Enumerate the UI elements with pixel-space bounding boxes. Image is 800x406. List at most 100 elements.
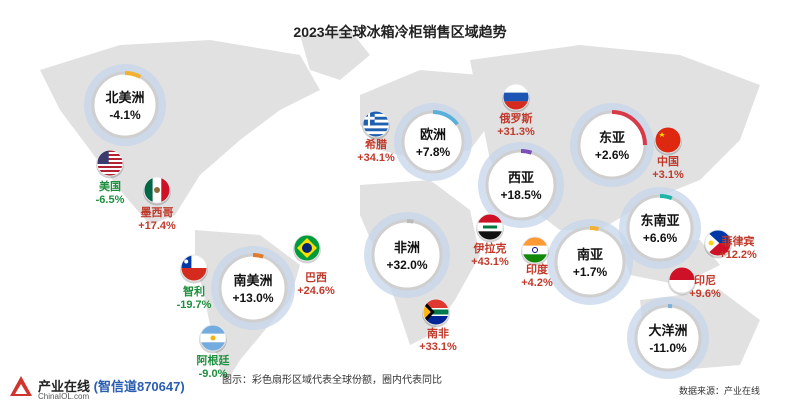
region-name: 欧洲 xyxy=(420,127,446,142)
country-label: 菲律宾 +12.2% xyxy=(719,236,757,262)
country-yoy: +9.6% xyxy=(689,288,721,300)
country-name: 美国 xyxy=(99,181,121,193)
logo-name: 产业在线 xyxy=(38,379,91,394)
country-label: 希腊 +34.1% xyxy=(357,139,395,165)
country-yoy: -6.5% xyxy=(95,194,125,206)
country-label: 阿根廷 -9.0% xyxy=(197,355,230,381)
country-flags xyxy=(96,83,732,354)
country-name: 巴西 xyxy=(305,272,327,284)
region-yoy: +2.6% xyxy=(595,148,630,162)
russia-flag xyxy=(502,83,530,113)
share-arc xyxy=(432,110,459,126)
south-africa-flag xyxy=(422,298,450,328)
region-name: 西亚 xyxy=(508,170,534,185)
country-label: 巴西 +24.6% xyxy=(297,272,335,298)
region-yoy: +18.5% xyxy=(500,188,541,202)
share-arc xyxy=(589,226,599,232)
country-label: 俄罗斯 +31.3% xyxy=(497,113,535,139)
argentina-flag xyxy=(199,324,227,354)
share-arc xyxy=(659,194,673,201)
country-name: 墨西哥 xyxy=(140,207,174,219)
indonesia-flag xyxy=(668,266,696,296)
bubble-ring xyxy=(371,219,443,291)
logo-text: 产业在线 (智信道870647) xyxy=(38,376,185,395)
country-name: 中国 xyxy=(657,156,679,168)
region-yoy: +13.0% xyxy=(232,291,273,305)
country-name: 印尼 xyxy=(694,275,716,287)
country-label: 墨西哥 +17.4% xyxy=(138,207,176,233)
region-bubble: 北美洲 -4.1% xyxy=(84,64,166,146)
bubble-ring xyxy=(634,304,702,372)
country-yoy: +31.3% xyxy=(497,126,535,138)
logo-handle: (智信道870647) xyxy=(93,379,185,394)
region-bubble: 东南亚 +6.6% xyxy=(619,187,701,269)
country-yoy: +24.6% xyxy=(297,285,335,297)
region-bubbles: 北美洲 -4.1% 欧洲 +7.8% 西亚 +18.5% 东亚 +2.6% 非洲 +32.0% 南亚… xyxy=(84,64,709,379)
region-bubble: 西亚 +18.5% xyxy=(478,142,564,228)
region-bubble: 欧洲 +7.8% xyxy=(394,103,472,181)
region-name: 南亚 xyxy=(577,247,603,262)
region-bubble: 东亚 +2.6% xyxy=(570,103,654,187)
region-bubble: 南美洲 +13.0% xyxy=(211,246,295,330)
country-yoy: -9.0% xyxy=(198,368,228,380)
country-yoy: +4.2% xyxy=(521,277,553,289)
country-label: 伊拉克 +43.1% xyxy=(471,243,509,269)
country-yoy: -19.7% xyxy=(176,299,212,311)
country-yoy: +3.1% xyxy=(652,169,684,181)
brazil-flag xyxy=(293,234,321,264)
region-yoy: -4.1% xyxy=(109,108,141,122)
region-name: 东南亚 xyxy=(640,213,679,228)
bubble-ring xyxy=(554,226,626,298)
mexico-flag xyxy=(143,176,171,206)
greece-flag xyxy=(362,110,390,140)
region-bubble: 非洲 +32.0% xyxy=(364,212,450,298)
country-name: 智利 xyxy=(182,286,205,298)
bubble-ring xyxy=(485,149,557,221)
region-name: 南美洲 xyxy=(233,273,272,288)
chart-title: 2023年全球冰箱冷柜销售区域趋势 xyxy=(293,24,507,40)
philippines-flag xyxy=(704,229,732,259)
region-yoy: +1.7% xyxy=(573,265,608,279)
bubble-ring xyxy=(218,253,288,323)
brand-logo: 产业在线 (智信道870647) ChinaIOL.com xyxy=(8,374,188,402)
region-name: 东亚 xyxy=(599,130,625,145)
region-yoy: +32.0% xyxy=(386,258,427,272)
country-yoy: +34.1% xyxy=(357,152,395,164)
country-name: 阿根廷 xyxy=(196,355,230,367)
country-label: 中国 +3.1% xyxy=(652,156,684,182)
country-label: 南非 +33.1% xyxy=(419,328,457,354)
region-bubble: 大洋洲 -11.0% xyxy=(627,297,709,379)
legend-note: 图示：彩色扇形区域代表全球份额，圈内代表同比 xyxy=(222,375,442,386)
country-yoy: +33.1% xyxy=(419,341,457,353)
usa-flag xyxy=(96,149,124,179)
country-name: 希腊 xyxy=(365,139,387,151)
region-yoy: +7.8% xyxy=(416,145,451,159)
share-arc xyxy=(611,110,647,146)
country-yoy: +17.4% xyxy=(138,220,176,232)
country-yoy: +12.2% xyxy=(719,249,757,261)
share-arc xyxy=(520,149,533,155)
source-note: 数据来源：产业在线 xyxy=(678,386,760,396)
share-arc xyxy=(406,219,414,224)
chile-flag xyxy=(180,254,208,284)
country-name: 伊拉克 xyxy=(473,243,507,255)
logo-site: ChinaIOL.com xyxy=(38,392,90,401)
bubble-ring xyxy=(626,194,694,262)
country-label: 印度 +4.2% xyxy=(521,264,553,290)
country-label: 智利 -19.7% xyxy=(177,286,212,312)
region-bubble: 南亚 +1.7% xyxy=(547,219,633,305)
region-name: 非洲 xyxy=(394,240,420,255)
india-flag xyxy=(521,236,549,266)
region-name: 北美洲 xyxy=(105,90,144,105)
iraq-flag xyxy=(476,213,504,243)
country-name: 印度 xyxy=(526,264,548,276)
country-name: 俄罗斯 xyxy=(499,113,533,125)
logo-icon xyxy=(10,376,32,396)
china-flag xyxy=(654,126,682,156)
country-name: 菲律宾 xyxy=(721,236,755,248)
region-yoy: -11.0% xyxy=(649,341,687,355)
region-name: 大洋洲 xyxy=(648,323,687,338)
country-name: 南非 xyxy=(427,328,449,340)
